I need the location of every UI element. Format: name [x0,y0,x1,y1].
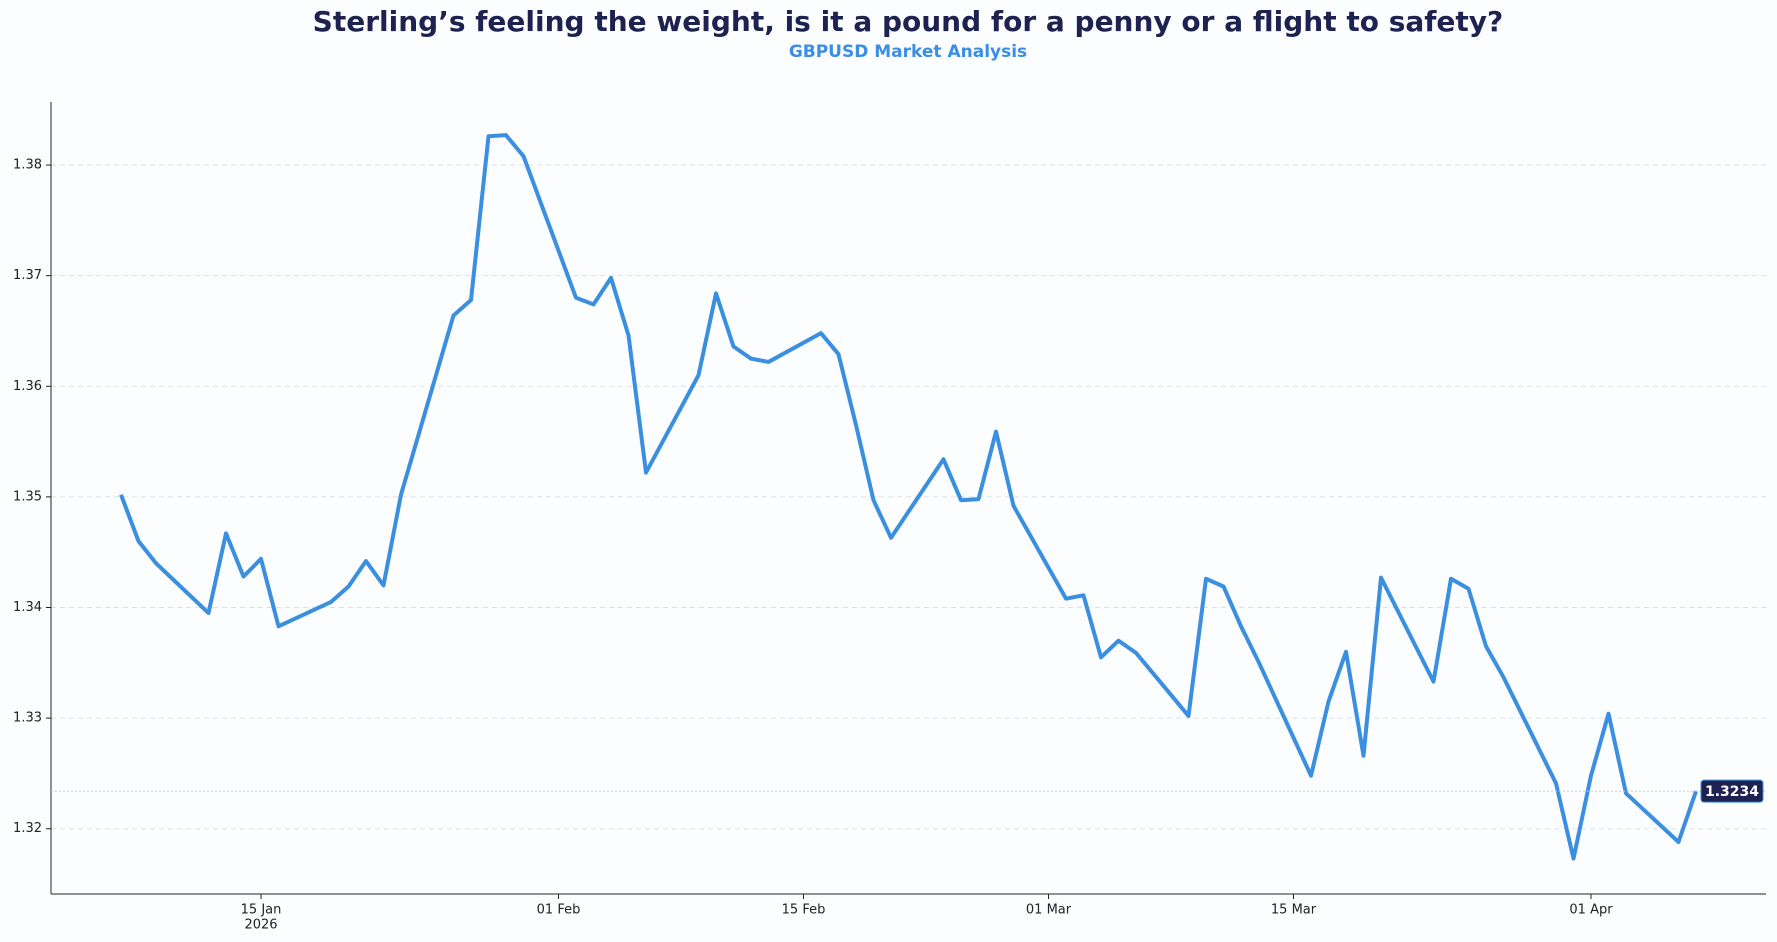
y-tick-label: 1.37 [13,268,42,283]
chart-subtitle: GBPUSD Market Analysis [789,42,1027,62]
chart-title: Sterling’s feeling the weight, is it a p… [313,5,1504,38]
y-tick-label: 1.34 [13,600,42,615]
x-tick-label: 15 Mar [1271,903,1317,918]
x-tick-label: 01 Mar [1026,903,1072,918]
last-value-label: 1.3234 [1705,784,1759,800]
x-tick-label: 01 Apr [1569,903,1613,918]
y-tick-label: 1.36 [13,379,42,394]
last-value-badge [1700,779,1764,803]
y-tick-label: 1.33 [13,711,42,726]
y-tick-label: 1.32 [13,821,42,836]
x-tick-label: 15 Jan [241,903,282,918]
x-tick-label: 15 Feb [782,903,826,918]
y-tick-label: 1.35 [13,489,42,504]
x-tick-label: 01 Feb [537,903,581,918]
y-tick-label: 1.38 [13,158,42,173]
price-line [119,133,1698,861]
x-tick-sublabel: 2026 [244,918,277,933]
